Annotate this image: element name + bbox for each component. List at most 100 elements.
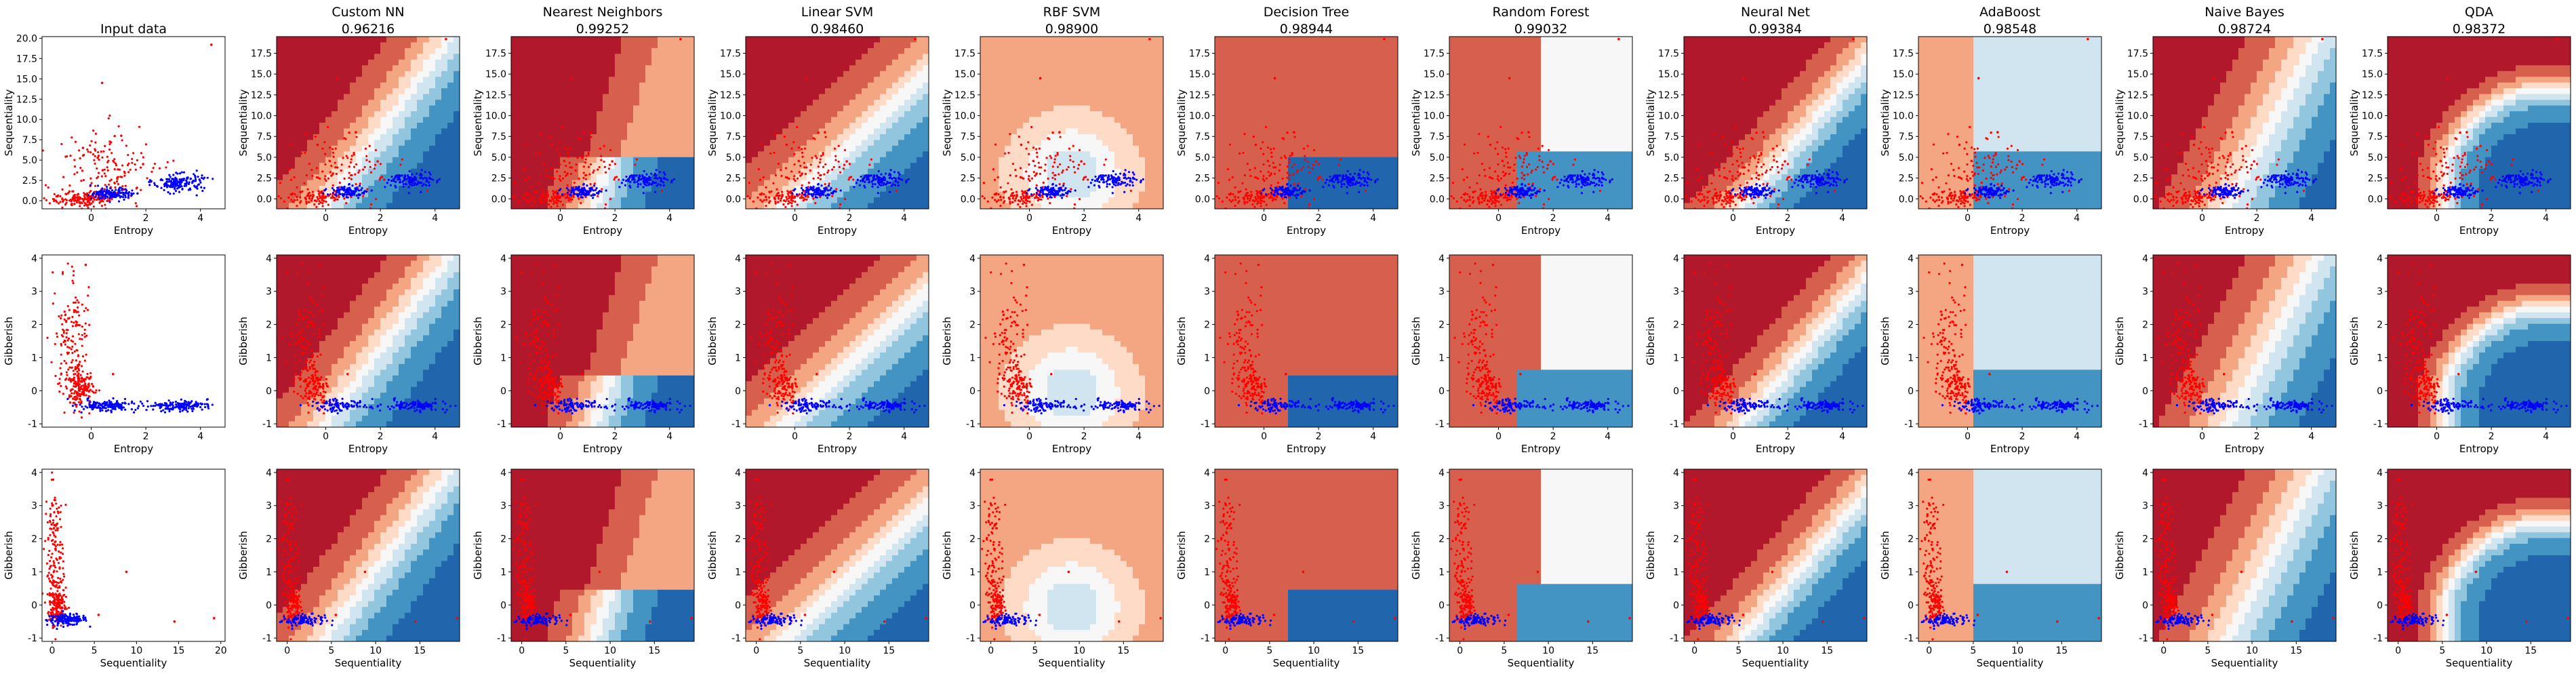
- surface-cell: [405, 47, 411, 54]
- surface-cell: [277, 117, 283, 123]
- surface-cell: [529, 168, 536, 175]
- surface-cell: [825, 100, 832, 106]
- data-point: [365, 155, 368, 157]
- data-point: [323, 178, 326, 180]
- surface-cell: [794, 197, 801, 204]
- data-point: [138, 125, 141, 128]
- surface-cell: [664, 77, 670, 83]
- surface-cell: [904, 65, 911, 72]
- surface-cell: [880, 163, 887, 170]
- surface-cell: [386, 128, 393, 135]
- surface-cell: [752, 145, 759, 152]
- surface-cell: [393, 191, 399, 198]
- surface-cell: [368, 117, 375, 123]
- surface-cell: [856, 174, 862, 181]
- data-point: [73, 159, 76, 161]
- surface-cell: [399, 123, 405, 129]
- surface-cell: [874, 197, 881, 204]
- surface-cell: [764, 54, 771, 60]
- surface-cell: [429, 128, 436, 135]
- surface-cell: [633, 105, 640, 112]
- surface-cell: [295, 94, 302, 100]
- data-point: [891, 178, 893, 180]
- surface-cell: [380, 65, 387, 72]
- y-tick-label: 10.0: [251, 111, 272, 122]
- data-point: [589, 183, 592, 186]
- surface-cell: [801, 82, 807, 89]
- surface-cell: [603, 145, 609, 152]
- surface-cell: [776, 42, 783, 49]
- surface-cell: [325, 163, 332, 170]
- surface-cell: [782, 186, 789, 193]
- surface-cell: [776, 47, 783, 54]
- surface-cell: [542, 47, 548, 54]
- data-point: [571, 194, 574, 197]
- surface-cell: [627, 180, 634, 186]
- data-point: [181, 178, 184, 180]
- data-point: [877, 192, 879, 195]
- surface-cell: [986, 134, 993, 140]
- surface-cell: [688, 174, 694, 181]
- data-point: [362, 168, 365, 171]
- surface-cell: [788, 54, 795, 60]
- surface-cell: [801, 168, 807, 175]
- surface-cell: [910, 77, 917, 83]
- surface-cell: [554, 151, 561, 158]
- surface-cell: [344, 88, 350, 95]
- surface-cell: [560, 59, 567, 66]
- surface-cell: [862, 59, 868, 66]
- data-point: [103, 168, 106, 171]
- surface-cell: [868, 77, 874, 83]
- surface-cell: [898, 186, 905, 193]
- data-point: [417, 180, 420, 183]
- surface-cell: [325, 88, 332, 95]
- data-point: [279, 197, 282, 200]
- surface-cell: [529, 163, 536, 170]
- decision-surface: [980, 37, 1163, 209]
- surface-cell: [405, 163, 411, 170]
- surface-cell: [825, 203, 832, 209]
- data-point: [136, 186, 138, 189]
- surface-cell: [350, 203, 357, 209]
- surface-cell: [782, 105, 789, 112]
- surface-cell: [682, 180, 689, 186]
- surface-cell: [886, 186, 893, 193]
- data-point: [585, 174, 588, 176]
- surface-cell: [746, 186, 752, 193]
- data-point: [824, 136, 827, 138]
- surface-cell: [609, 105, 616, 112]
- surface-cell: [447, 117, 454, 123]
- surface-cell: [910, 163, 917, 170]
- surface-cell: [633, 54, 640, 60]
- surface-cell: [441, 71, 448, 77]
- surface-cell: [572, 128, 579, 135]
- surface-cell: [356, 197, 363, 204]
- surface-cell: [752, 151, 759, 158]
- surface-cell: [344, 157, 350, 163]
- data-point: [348, 132, 350, 134]
- data-point: [807, 195, 809, 199]
- surface-cell: [429, 94, 436, 100]
- surface-cell: [770, 88, 777, 95]
- surface-cell: [923, 140, 929, 146]
- surface-cell: [862, 140, 868, 146]
- surface-cell: [423, 105, 430, 112]
- surface-cell: [536, 117, 542, 123]
- data-point: [424, 171, 427, 174]
- surface-cell: [517, 140, 524, 146]
- data-point: [104, 175, 107, 178]
- data-point: [334, 198, 337, 201]
- surface-cell: [917, 197, 923, 204]
- data-point: [393, 178, 395, 181]
- surface-cell: [313, 37, 320, 43]
- surface-cell: [325, 37, 332, 43]
- surface-cell: [566, 168, 573, 175]
- surface-cell: [454, 180, 460, 186]
- surface-cell: [542, 197, 548, 204]
- surface-cell: [429, 191, 436, 198]
- surface-cell: [517, 54, 524, 60]
- surface-cell: [923, 186, 929, 193]
- data-point: [835, 188, 838, 191]
- surface-cell: [566, 128, 573, 135]
- data-point: [355, 186, 358, 189]
